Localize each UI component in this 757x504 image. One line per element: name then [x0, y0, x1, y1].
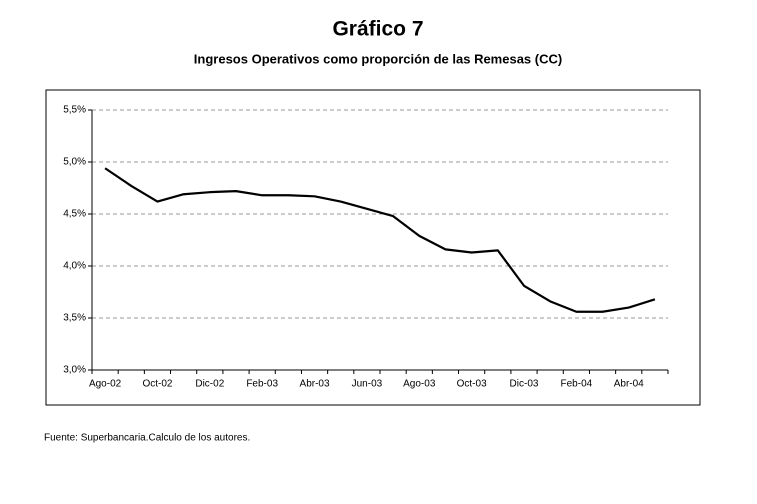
- x-tick-label: Feb-03: [246, 379, 278, 390]
- chart-title: Gráfico 7: [332, 18, 423, 41]
- x-tick-label: Feb-04: [561, 379, 593, 390]
- x-tick-label: Abr-03: [300, 379, 330, 390]
- x-tick-label: Jun-03: [352, 379, 383, 390]
- y-tick-label: 5,5%: [63, 105, 86, 116]
- y-tick-label: 4,0%: [63, 261, 86, 272]
- y-tick-label: 5,0%: [63, 157, 86, 168]
- x-tick-label: Ago-02: [89, 379, 122, 390]
- source-note: Fuente: Superbancaria.Calculo de los aut…: [44, 433, 250, 444]
- data-line: [104, 167, 656, 313]
- y-tick-label: 4,5%: [63, 209, 86, 220]
- y-tick-label: 3,0%: [63, 365, 86, 376]
- chart-subtitle: Ingresos Operativos como proporción de l…: [194, 51, 562, 66]
- x-tick-label: Oct-02: [142, 379, 172, 390]
- x-tick-label: Abr-04: [614, 379, 644, 390]
- x-tick-label: Oct-03: [457, 379, 487, 390]
- y-tick-label: 3,5%: [63, 313, 86, 324]
- x-tick-label: Dic-02: [195, 379, 224, 390]
- chart-frame: [45, 89, 701, 406]
- x-tick-label: Ago-03: [403, 379, 436, 390]
- x-tick-label: Dic-03: [510, 379, 539, 390]
